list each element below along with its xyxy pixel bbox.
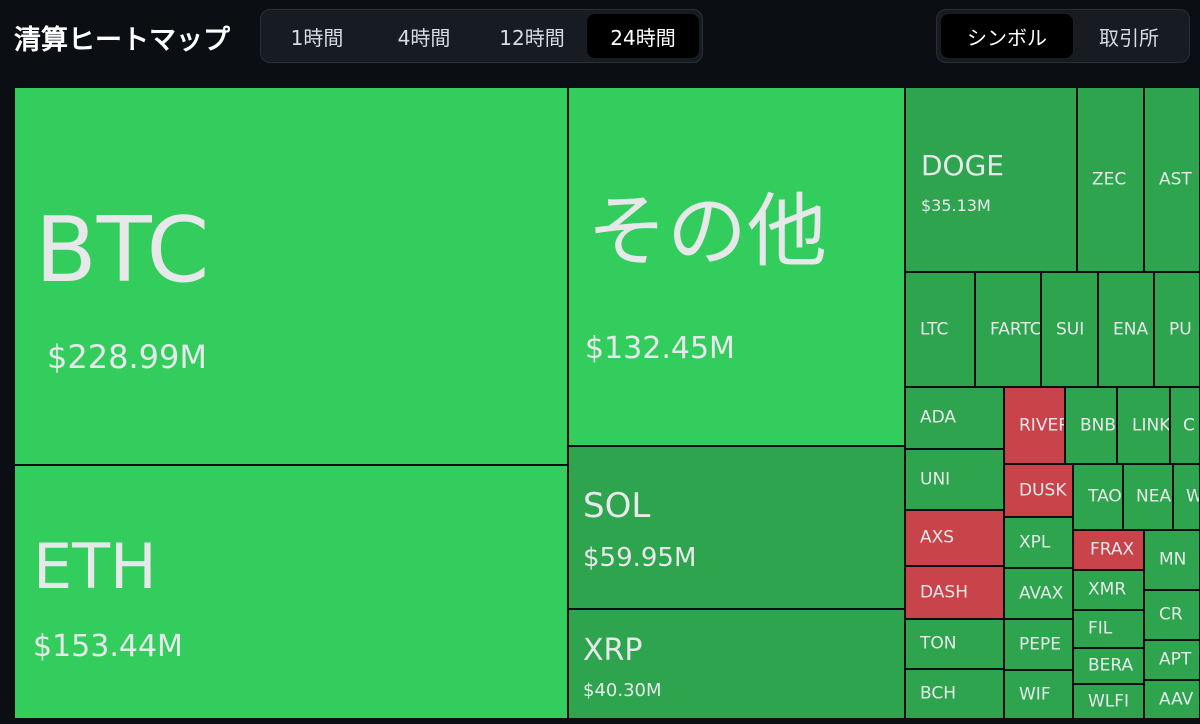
tile-bch[interactable]: BCH: [905, 669, 1004, 719]
tile-symbol: ETH: [33, 530, 157, 603]
tile-dusk[interactable]: DUSK: [1004, 464, 1073, 517]
tile-symbol: RIVER: [1019, 415, 1065, 435]
tile-symbol: ENA: [1113, 319, 1149, 339]
tile-symbol: FRAX: [1090, 539, 1135, 560]
tile-symbol: C: [1183, 415, 1195, 435]
tile-xrp[interactable]: XRP $40.30M: [568, 609, 905, 719]
tile-value: $40.30M: [583, 680, 662, 701]
tile-symbol: APT: [1159, 649, 1192, 670]
tile-avax[interactable]: AVAX: [1004, 568, 1073, 619]
tile-symbol: CR: [1159, 604, 1183, 625]
tile-value: $153.44M: [33, 629, 183, 664]
tile-xmr[interactable]: XMR: [1073, 570, 1144, 610]
tile-sol[interactable]: SOL $59.95M: [568, 446, 905, 609]
tile-eth[interactable]: ETH $153.44M: [14, 465, 568, 719]
tab-24h[interactable]: 24時間: [587, 14, 699, 58]
tile-apt[interactable]: APT: [1144, 640, 1200, 680]
tile-dash[interactable]: DASH: [905, 566, 1004, 619]
tile-other[interactable]: その他 $132.45M: [568, 87, 905, 446]
tile-c[interactable]: C: [1170, 387, 1200, 464]
tile-symbol: AST: [1159, 169, 1192, 189]
tile-river[interactable]: RIVER: [1004, 387, 1065, 464]
tile-symbol: WLFI: [1088, 691, 1130, 711]
tile-uni[interactable]: UNI: [905, 449, 1004, 510]
tile-cr[interactable]: CR: [1144, 590, 1200, 640]
tile-symbol: MN: [1159, 549, 1187, 570]
tile-symbol: FIL: [1088, 618, 1113, 639]
treemap: BTC $228.99M ETH $153.44M その他 $132.45M S…: [14, 87, 1200, 719]
tile-symbol: その他: [587, 185, 827, 278]
tab-12h[interactable]: 12時間: [499, 25, 565, 50]
tile-symbol: DUSK: [1019, 480, 1067, 500]
tile-w[interactable]: W: [1173, 464, 1200, 530]
tile-symbol: BCH: [920, 683, 957, 704]
tile-symbol: AXS: [920, 527, 955, 548]
group-by-selector: シンボル 取引所: [936, 9, 1190, 63]
tile-value: $132.45M: [585, 331, 735, 366]
tile-symbol: XMR: [1088, 579, 1127, 600]
tile-value: $35.13M: [921, 196, 991, 215]
tile-value: $59.95M: [583, 543, 697, 573]
tile-tao[interactable]: TAO: [1073, 464, 1123, 530]
tile-wif[interactable]: WIF: [1004, 670, 1073, 719]
time-range-selector: 1時間 4時間 12時間 24時間: [260, 9, 703, 63]
tile-wlfi[interactable]: WLFI: [1073, 684, 1144, 719]
tile-ast[interactable]: AST: [1144, 87, 1200, 272]
tile-symbol: LINK: [1132, 415, 1170, 435]
tile-symbol: XPL: [1019, 532, 1051, 552]
tile-axs[interactable]: AXS: [905, 510, 1004, 566]
tile-value: $228.99M: [47, 338, 207, 376]
tile-symbol: SOL: [583, 486, 651, 526]
tile-symbol: ZEC: [1092, 169, 1127, 189]
tile-symbol: TON: [920, 633, 957, 654]
tile-symbol: UNI: [920, 469, 951, 489]
tile-symbol: NEA: [1136, 486, 1172, 507]
tile-symbol: TAO: [1088, 486, 1122, 507]
tile-symbol: PU: [1169, 319, 1192, 339]
tile-ton[interactable]: TON: [905, 619, 1004, 669]
tile-bnb[interactable]: BNB: [1065, 387, 1117, 464]
tile-bera[interactable]: BERA: [1073, 648, 1144, 684]
tile-aav[interactable]: AAV: [1144, 680, 1200, 719]
tile-btc[interactable]: BTC $228.99M: [14, 87, 568, 465]
tile-symbol: PEPE: [1019, 634, 1061, 654]
tile-symbol: AVAX: [1019, 583, 1064, 603]
tile-mn[interactable]: MN: [1144, 530, 1200, 590]
tab-symbol[interactable]: シンボル: [941, 14, 1073, 58]
tile-pepe[interactable]: PEPE: [1004, 619, 1073, 670]
tile-symbol: ADA: [920, 407, 957, 428]
tab-1h[interactable]: 1時間: [290, 25, 344, 50]
tile-ltc[interactable]: LTC: [905, 272, 975, 387]
tile-nea[interactable]: NEA: [1123, 464, 1173, 530]
tile-symbol: BERA: [1088, 655, 1134, 676]
tile-doge[interactable]: DOGE $35.13M: [905, 87, 1077, 272]
tile-sui[interactable]: SUI: [1041, 272, 1098, 387]
tile-symbol: SUI: [1056, 319, 1085, 339]
tile-symbol: XRP: [583, 633, 643, 668]
tile-zec[interactable]: ZEC: [1077, 87, 1144, 272]
tile-symbol: LTC: [920, 319, 949, 339]
tile-symbol: DASH: [920, 582, 968, 602]
tile-symbol: DOGE: [921, 149, 1004, 182]
tile-symbol: AAV: [1159, 689, 1194, 709]
tile-symbol: BTC: [35, 198, 210, 303]
tile-ada[interactable]: ADA: [905, 387, 1004, 449]
tile-fil[interactable]: FIL: [1073, 610, 1144, 648]
tile-symbol: BNB: [1080, 415, 1117, 435]
tile-symbol: WIF: [1019, 684, 1051, 704]
tile-symbol: W: [1186, 488, 1199, 506]
tab-exchange[interactable]: 取引所: [1099, 25, 1159, 50]
page-title: 清算ヒートマップ: [14, 25, 230, 56]
tile-frax[interactable]: FRAX: [1073, 530, 1144, 570]
tile-pu[interactable]: PU: [1154, 272, 1200, 387]
tile-xpl[interactable]: XPL: [1004, 517, 1073, 568]
tile-link[interactable]: LINK: [1117, 387, 1170, 464]
tab-4h[interactable]: 4時間: [397, 25, 451, 50]
tile-symbol: FARTC: [990, 319, 1041, 339]
tile-ena[interactable]: ENA: [1098, 272, 1154, 387]
tile-fartc[interactable]: FARTC: [975, 272, 1041, 387]
